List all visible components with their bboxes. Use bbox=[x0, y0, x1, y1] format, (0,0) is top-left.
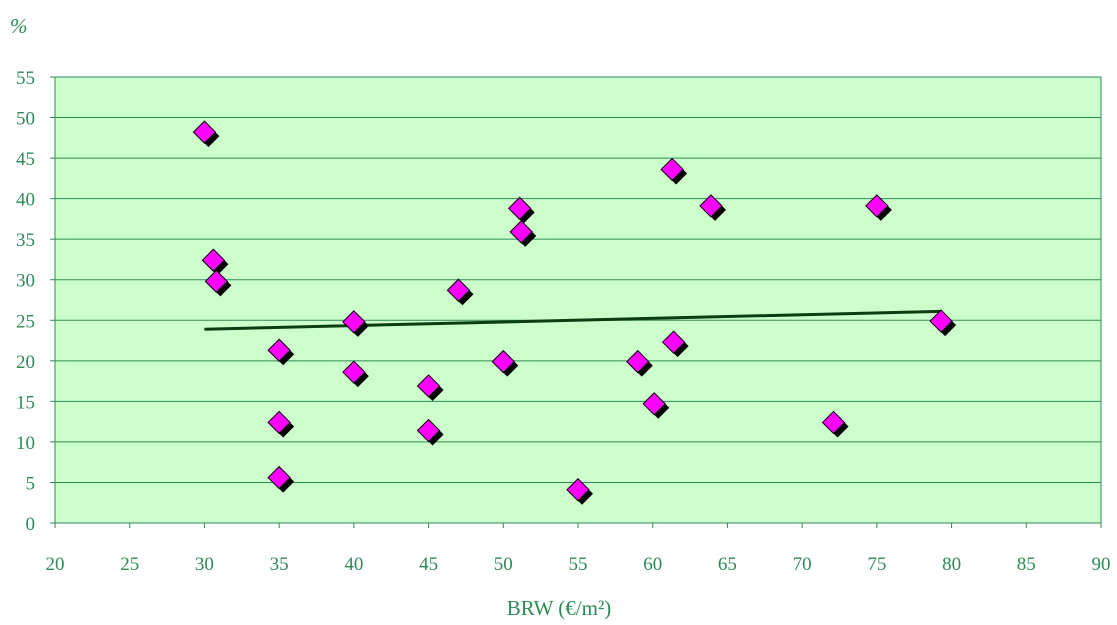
y-tick-label: 40 bbox=[16, 190, 35, 211]
data-point-marker bbox=[204, 269, 229, 294]
y-tick-label: 50 bbox=[16, 109, 35, 130]
data-point bbox=[267, 465, 295, 493]
data-point-marker bbox=[699, 194, 723, 218]
data-point-marker bbox=[491, 349, 515, 374]
data-point-marker bbox=[267, 410, 291, 435]
data-point bbox=[446, 278, 474, 306]
x-axis-title: BRW (€/m²) bbox=[507, 596, 612, 620]
data-point-marker bbox=[342, 360, 366, 384]
data-point-marker bbox=[661, 330, 686, 354]
data-point bbox=[508, 196, 535, 224]
data-point-marker bbox=[626, 349, 650, 374]
data-point bbox=[865, 194, 892, 221]
data-point-marker bbox=[342, 310, 366, 334]
data-point bbox=[491, 349, 519, 377]
data-points bbox=[192, 120, 957, 505]
y-tick-label: 45 bbox=[16, 149, 35, 170]
data-point bbox=[509, 220, 537, 247]
data-point bbox=[661, 330, 689, 358]
data-point bbox=[267, 338, 295, 366]
data-point bbox=[267, 410, 295, 438]
data-point bbox=[416, 374, 444, 401]
data-point bbox=[342, 360, 369, 388]
data-point bbox=[626, 349, 653, 377]
x-tick-label: 60 bbox=[643, 554, 662, 575]
data-point bbox=[416, 418, 444, 446]
y-tick-label: 0 bbox=[26, 514, 36, 535]
data-point-marker bbox=[508, 196, 532, 221]
data-point-marker bbox=[509, 220, 533, 244]
x-tick-label: 35 bbox=[270, 554, 289, 575]
y-tick-label: 35 bbox=[16, 230, 35, 251]
data-point-marker bbox=[865, 194, 889, 218]
x-tick-label: 25 bbox=[120, 554, 139, 575]
trendline bbox=[204, 309, 942, 331]
data-point-marker bbox=[201, 248, 226, 272]
data-point bbox=[699, 194, 726, 221]
data-point bbox=[201, 248, 229, 276]
data-point-marker bbox=[267, 465, 291, 490]
data-point bbox=[929, 309, 957, 337]
y-tick-label: 20 bbox=[16, 352, 35, 373]
data-point bbox=[821, 410, 849, 438]
x-tick-label: 70 bbox=[793, 554, 812, 575]
x-tick-label: 75 bbox=[867, 554, 886, 575]
data-point-marker bbox=[642, 392, 666, 416]
x-tick-label: 30 bbox=[195, 554, 214, 575]
x-tick-label: 45 bbox=[419, 554, 438, 575]
y-tick-label: 10 bbox=[16, 433, 35, 454]
data-point-marker bbox=[416, 418, 441, 443]
y-tick-label: 25 bbox=[16, 311, 35, 332]
data-point-marker bbox=[566, 478, 590, 502]
x-tick-label: 90 bbox=[1092, 554, 1111, 575]
data-point-marker bbox=[821, 410, 846, 435]
x-tick-label: 85 bbox=[1017, 554, 1036, 575]
data-point-marker bbox=[929, 309, 953, 333]
data-point bbox=[566, 478, 593, 505]
y-tick-label: 30 bbox=[16, 271, 35, 292]
x-tick-label: 80 bbox=[942, 554, 961, 575]
data-point bbox=[642, 392, 670, 419]
y-tick-labels: 0 5 10 15 20 25 30 35 40 45 50 55 bbox=[16, 68, 35, 535]
x-tick-label: 40 bbox=[344, 554, 363, 575]
x-tick-label: 50 bbox=[494, 554, 513, 575]
plot-area bbox=[54, 76, 1102, 524]
y-tick-label: 15 bbox=[16, 392, 35, 413]
y-tick-label: 55 bbox=[16, 68, 35, 89]
x-tick-label: 55 bbox=[569, 554, 588, 575]
x-tick-label: 65 bbox=[718, 554, 737, 575]
data-point bbox=[342, 310, 369, 337]
data-point-marker bbox=[416, 374, 441, 398]
x-tick-label: 20 bbox=[46, 554, 65, 575]
axes bbox=[50, 76, 1102, 528]
data-point-marker bbox=[660, 157, 684, 182]
data-point bbox=[660, 157, 688, 185]
data-point-marker bbox=[446, 278, 471, 302]
y-tick-label: 5 bbox=[26, 473, 36, 494]
data-point-marker bbox=[192, 120, 217, 144]
data-point bbox=[192, 120, 220, 148]
data-point-marker bbox=[267, 338, 291, 362]
y-axis-unit-label: % bbox=[10, 14, 28, 38]
x-tick-labels: 20 25 30 35 40 45 50 55 60 65 70 75 80 85 90 bbox=[46, 554, 1111, 575]
data-point bbox=[204, 269, 232, 297]
